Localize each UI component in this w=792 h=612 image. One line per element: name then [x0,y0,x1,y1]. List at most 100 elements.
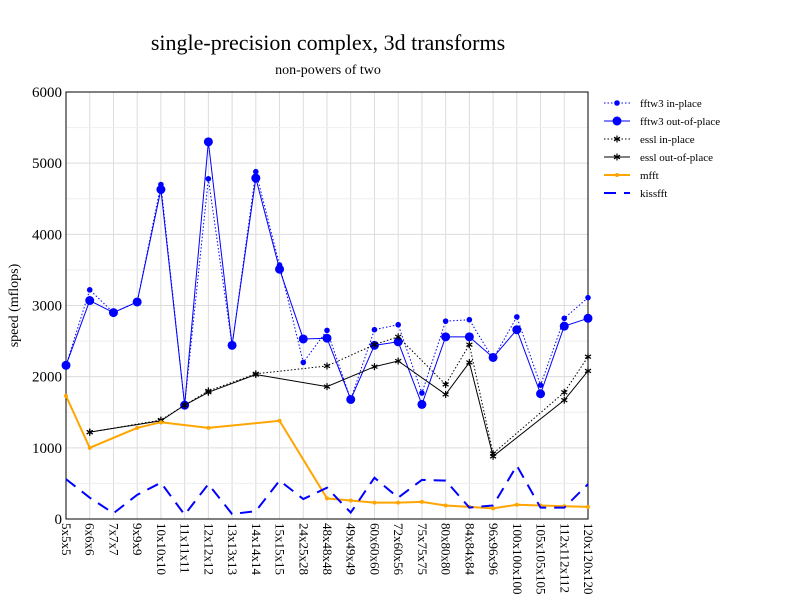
data-point [514,502,519,507]
data-point [419,499,424,504]
data-point [583,313,593,323]
x-tick-label: 120x120x120 [581,523,596,595]
data-point [252,371,260,379]
series-line-mfft [65,395,589,510]
data-point [253,168,259,175]
data-point [559,321,569,331]
data-point [135,425,140,430]
x-tick-label: 24x25x28 [296,523,311,575]
data-point [132,297,142,307]
data-point [394,333,402,341]
x-tick-label: 72x60x56 [391,523,406,576]
legend-label: essl out-of-place [640,152,713,164]
data-point [323,383,331,391]
data-point [277,418,282,423]
data-point [612,116,622,126]
series-line-essl-out-of-place [89,360,589,458]
chart-subtitle: non-powers of two [275,63,381,78]
x-tick-label: 96x96x96 [486,523,501,576]
legend-label: kissfft [640,188,667,200]
data-point [585,294,591,301]
y-tick-label: 0 [55,512,63,528]
data-point [85,296,95,306]
x-tick-label: 10x10x10 [154,523,169,575]
data-point [181,401,188,409]
x-tick-label: 7x7x7 [106,523,121,556]
x-tick-label: 15x15x15 [273,523,288,575]
data-point [371,363,378,371]
x-tick-label: 80x80x80 [439,523,454,575]
data-point [586,504,590,509]
data-point [108,308,118,318]
data-point [205,176,212,182]
data-point [393,337,403,347]
legend-label: fftw3 out-of-place [640,116,720,128]
data-point [466,341,473,349]
data-point [251,173,261,183]
data-point [325,496,329,501]
legend-label: essl in-place [640,134,695,146]
data-point [371,326,378,333]
x-tick-label: 112x112x112 [557,523,572,593]
data-point [87,445,92,450]
data-point [466,316,473,323]
data-point [464,332,474,342]
data-point [491,506,496,511]
data-point [512,325,522,335]
data-point [372,500,377,505]
data-point [324,327,330,334]
x-tick-label: 60x60x60 [367,523,382,575]
chart-title: single-precision complex, 3d transforms [150,30,506,55]
y-tick-label: 1000 [32,441,62,457]
x-tick-label: 12x12x12 [201,523,216,575]
y-tick-label: 5000 [32,156,62,172]
data-point [206,425,211,430]
x-tick-label: 75x75x75 [415,523,430,575]
data-point [61,360,71,370]
x-tick-label: 6x6x6 [83,523,98,556]
series-line-kissfft [65,463,589,517]
legend-label: fftw3 in-place [640,98,702,110]
series-line-fftw3-in-place [65,171,589,406]
data-point [417,399,427,409]
data-point [613,135,621,143]
data-point [442,318,449,324]
data-point [395,321,401,328]
data-point [348,498,353,503]
y-tick-label: 6000 [32,85,62,101]
x-tick-label: 13x13x13 [225,523,240,575]
plot-frame [65,91,589,520]
data-point [584,353,592,361]
data-point [466,358,473,366]
data-point [615,173,619,177]
data-point [323,362,331,370]
x-tick-label: 100x100x100 [510,523,525,595]
y-tick-label: 3000 [32,299,62,315]
x-tick-label: 84x84x84 [462,523,477,576]
data-point [560,396,568,404]
y-tick-label: 2000 [32,370,62,386]
x-tick-label: 11x11x11 [178,523,193,574]
data-point [298,334,308,344]
data-point [613,153,621,161]
data-point [227,340,237,350]
data-point [203,137,213,147]
data-point [443,503,448,508]
data-point [346,394,356,404]
data-point [488,352,498,362]
data-point [537,382,544,389]
data-point [394,357,402,365]
x-tick-label: 49x49x49 [344,523,359,575]
legend-label: mfft [640,170,659,182]
x-tick-label: 14x14x14 [249,523,264,576]
data-point [322,333,332,343]
x-tick-label: 105x105x105 [534,523,549,595]
data-point [561,315,568,322]
data-point [86,428,94,436]
data-point [300,359,307,366]
x-tick-label: 48x48x48 [320,523,335,575]
series-line-essl-in-place [89,336,589,455]
data-point [371,341,378,349]
